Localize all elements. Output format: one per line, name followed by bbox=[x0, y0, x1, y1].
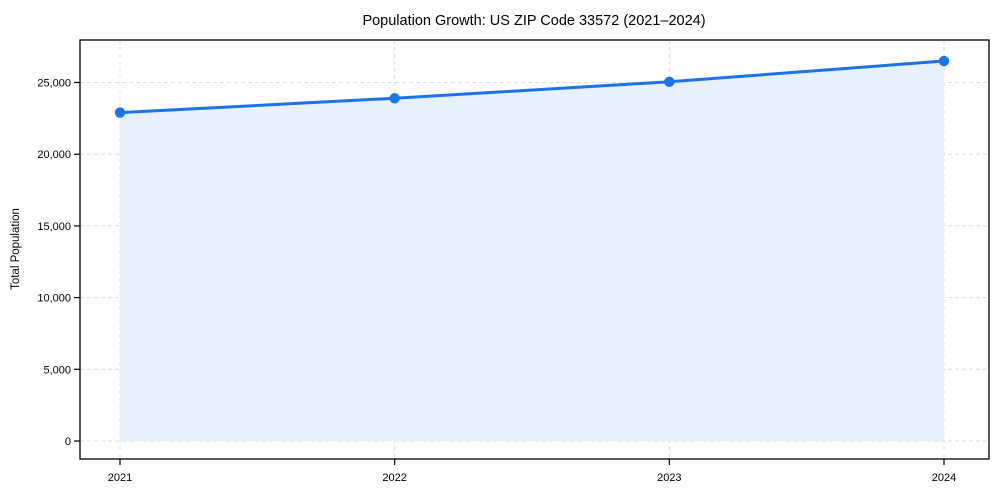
y-tick-label: 15,000 bbox=[37, 221, 71, 233]
y-tick-label: 5,000 bbox=[43, 364, 71, 376]
area-fill bbox=[120, 60, 944, 442]
chart-title: Population Growth: US ZIP Code 33572 (20… bbox=[362, 13, 705, 29]
x-tick-label: 2024 bbox=[932, 472, 956, 484]
data-point bbox=[114, 107, 126, 118]
data-point bbox=[664, 76, 675, 87]
y-tick-label: 25,000 bbox=[37, 78, 71, 90]
series-layer bbox=[114, 55, 950, 442]
x-tick-label: 2022 bbox=[382, 472, 406, 484]
y-tick-label: 10,000 bbox=[37, 293, 71, 305]
axis-layer: 0 5,000 10,000 15,000 20,000 25,000 2021 2022 20… bbox=[37, 39, 990, 484]
y-axis-label: Total Population bbox=[10, 208, 22, 290]
data-point bbox=[938, 55, 950, 67]
x-tick-label: 2021 bbox=[108, 472, 132, 484]
population-line bbox=[118, 59, 946, 115]
x-tick-label: 2023 bbox=[657, 472, 681, 484]
plot-border bbox=[79, 39, 990, 460]
data-point bbox=[389, 93, 400, 104]
y-tick-label: 20,000 bbox=[37, 149, 71, 161]
y-tick-label: 0 bbox=[65, 436, 71, 448]
